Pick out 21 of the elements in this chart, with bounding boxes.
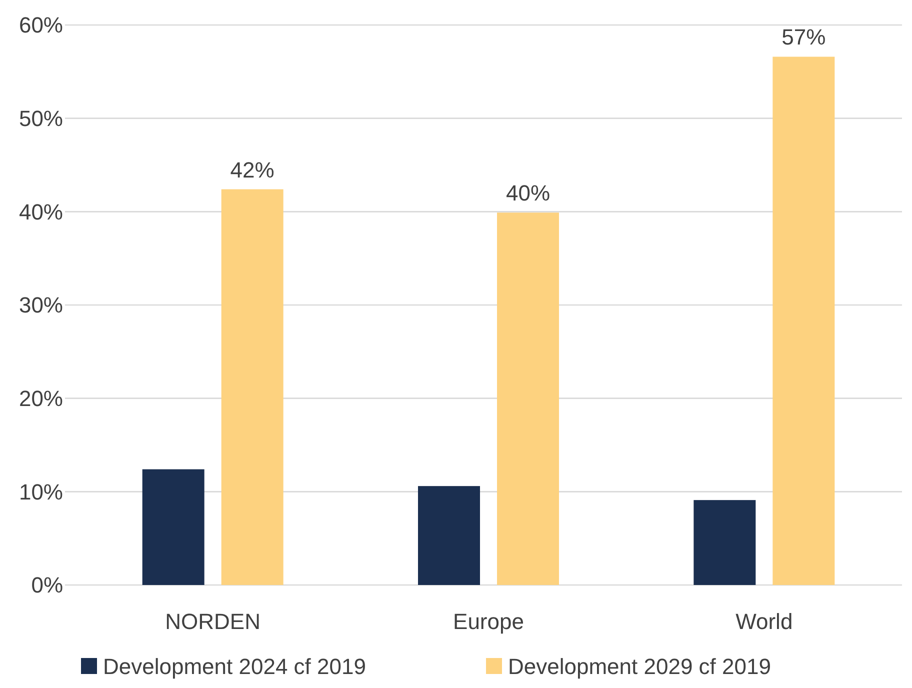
- x-tick-label: World: [736, 609, 793, 634]
- data-label: 57%: [782, 24, 826, 50]
- x-tick-label: Europe: [453, 609, 524, 634]
- bar: [221, 189, 284, 585]
- legend-label: Development 2029 cf 2019: [508, 654, 771, 679]
- y-tick-label: 50%: [18, 106, 63, 132]
- bar: [772, 56, 835, 585]
- y-tick-label: 20%: [18, 386, 63, 412]
- bar: [694, 500, 756, 585]
- bar: [142, 469, 204, 585]
- x-tick-label: NORDEN: [165, 609, 261, 634]
- data-label: 42%: [230, 157, 274, 182]
- y-tick-label: 10%: [18, 479, 63, 504]
- legend-label: Development 2024 cf 2019: [103, 654, 366, 679]
- y-tick-label: 60%: [18, 12, 63, 38]
- y-tick-label: 40%: [18, 199, 63, 224]
- data-label: 40%: [506, 180, 550, 206]
- y-tick-label: 0%: [31, 572, 63, 598]
- bar: [497, 212, 559, 585]
- bar: [418, 486, 480, 585]
- y-tick-label: 30%: [18, 292, 63, 318]
